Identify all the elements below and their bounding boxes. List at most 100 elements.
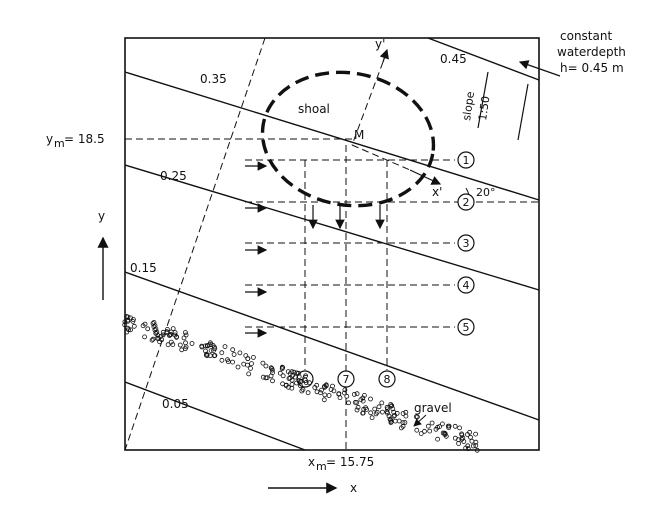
- gravel-stone: [391, 409, 397, 415]
- gravel-stone: [402, 420, 408, 425]
- gravel-stone: [269, 367, 275, 373]
- gravel-stone: [250, 354, 256, 360]
- gravel-stone: [354, 391, 360, 397]
- gravel-stone: [323, 382, 329, 388]
- svg-text:y: y: [46, 132, 53, 146]
- gravel-stone: [160, 332, 166, 338]
- gravel-stone: [457, 425, 463, 431]
- gravel-stone: [443, 433, 449, 439]
- gravel-stone: [150, 336, 156, 342]
- gravel-stone: [222, 344, 228, 350]
- svg-text:m: m: [316, 460, 327, 473]
- gravel-stone: [364, 406, 370, 412]
- gravel-stone: [280, 373, 286, 379]
- gravel-stone: [439, 421, 445, 427]
- gravel-stone: [403, 409, 409, 415]
- gravel-stone: [142, 321, 148, 327]
- gravel-stone: [342, 387, 348, 393]
- gravel-stone: [152, 323, 158, 329]
- gravel-stone: [328, 387, 334, 392]
- gravel-stone: [392, 412, 398, 418]
- gravel-stone: [122, 319, 128, 325]
- gravel-stone: [231, 352, 237, 357]
- gravel-stone: [368, 410, 374, 416]
- section-marker-7: 7: [337, 370, 355, 388]
- gravel-stone: [306, 380, 312, 386]
- gravel-stone: [385, 410, 390, 416]
- gravel-stone: [474, 447, 480, 453]
- svg-text:6: 6: [302, 373, 309, 386]
- contour-label-025: 0.25: [160, 169, 187, 183]
- gravel-label: gravel: [414, 401, 452, 415]
- gravel-stone: [260, 360, 266, 366]
- y-axis-label: y: [98, 209, 105, 223]
- contour-label-045: 0.45: [440, 52, 467, 66]
- gravel-stone: [279, 364, 285, 370]
- gravel-stone: [379, 409, 385, 415]
- gravel-stone: [168, 339, 174, 345]
- svg-text:7: 7: [343, 373, 350, 386]
- gravel-stone: [182, 330, 188, 335]
- slope-tick-right: [517, 83, 529, 141]
- svg-text:1: 1: [463, 154, 470, 167]
- gravel-stone: [142, 334, 148, 340]
- gravel-stone: [446, 423, 452, 429]
- contour-line-005: [124, 381, 306, 451]
- svg-text:x: x: [308, 455, 315, 469]
- gravel-stone: [354, 407, 360, 413]
- gravel-stone: [210, 342, 216, 348]
- gravel-stone: [368, 396, 373, 402]
- svg-text:= 15.75: = 15.75: [326, 455, 374, 469]
- gravel-stone: [299, 388, 305, 394]
- gravel-stone: [277, 370, 283, 376]
- svg-text:4: 4: [463, 279, 470, 292]
- gravel-stone: [422, 428, 427, 434]
- section-marker-8: 8: [378, 370, 396, 388]
- gravel-stone: [270, 378, 275, 384]
- contour-line-015: [124, 271, 540, 421]
- gravel-stone: [452, 435, 458, 441]
- x-axis-label: x: [350, 481, 357, 495]
- x-prime-arrow: [409, 169, 442, 185]
- gravel-stone: [165, 342, 171, 348]
- basin-frame: [124, 37, 540, 451]
- svg-text:m: m: [54, 137, 65, 150]
- gravel-stone: [268, 365, 274, 371]
- gravel-stone: [392, 418, 398, 424]
- gravel-stone: [208, 348, 214, 354]
- gravel-stone: [264, 375, 270, 381]
- gravel-stone: [456, 441, 462, 446]
- gravel-stone: [429, 420, 435, 426]
- gravel-stone: [149, 337, 155, 343]
- x-prime-label: x': [432, 185, 442, 199]
- y-prime-arrow: [379, 48, 389, 63]
- gravel-stone: [442, 431, 448, 437]
- gravel-stone: [460, 435, 466, 441]
- gravel-stone: [376, 404, 382, 410]
- xm-label: x m = 15.75: [308, 455, 374, 473]
- gravel-stone: [219, 350, 225, 356]
- gravel-stone: [157, 339, 163, 345]
- gravel-stone: [211, 353, 217, 359]
- gravel-stone: [263, 363, 269, 369]
- gravel-stone: [130, 318, 136, 324]
- gravel-stone: [360, 410, 366, 416]
- contour-label-015: 0.15: [130, 261, 157, 275]
- section-marker-3: 3: [457, 234, 475, 252]
- gravel-stone: [170, 326, 176, 332]
- slope-ratio: 1:50: [476, 95, 492, 121]
- gravel-stone: [337, 395, 343, 401]
- gravel-stone: [298, 383, 303, 389]
- gravel-stone: [183, 340, 188, 346]
- gravel-stone: [322, 392, 328, 398]
- svg-text:2: 2: [463, 196, 470, 209]
- gravel-stone: [435, 424, 441, 430]
- gravel-stone: [468, 434, 473, 440]
- contour-line-035: [124, 71, 540, 201]
- gravel-stone: [344, 393, 350, 399]
- gravel-stone: [418, 431, 424, 437]
- gravel-stone: [125, 318, 131, 324]
- svg-text:5: 5: [463, 321, 470, 334]
- gravel-stone: [361, 392, 367, 398]
- gravel-stone: [164, 326, 170, 332]
